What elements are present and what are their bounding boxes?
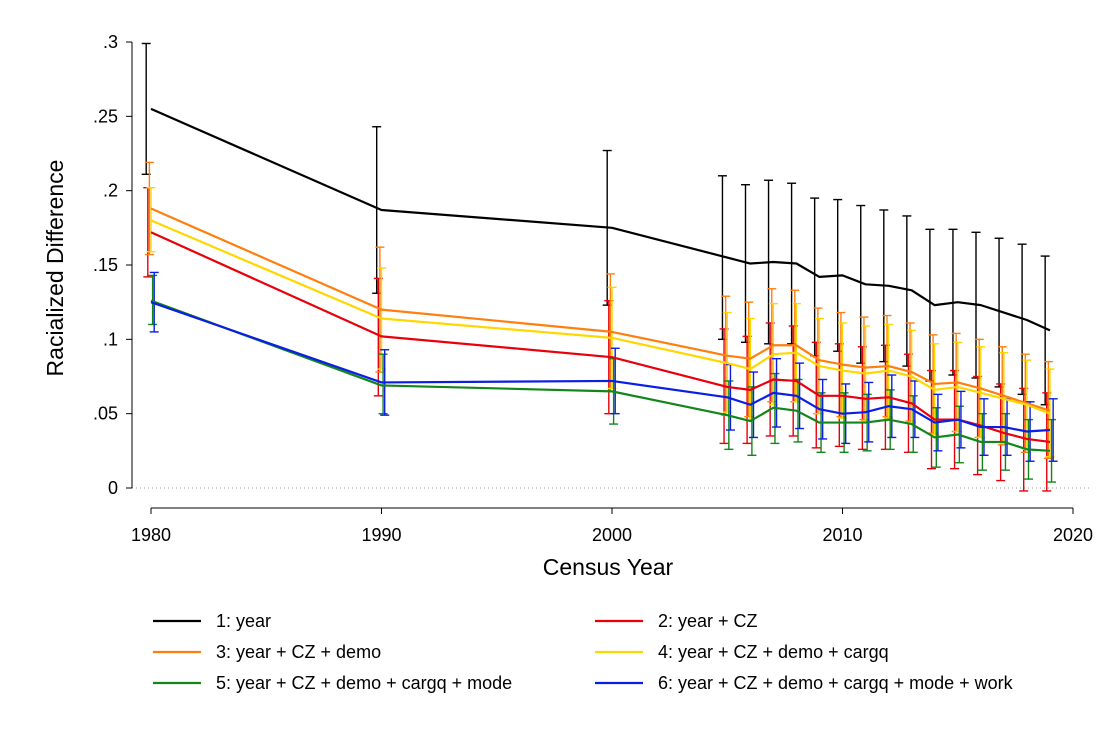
x-tick-label: 2010 (822, 525, 862, 545)
legend-label: 5: year + CZ + demo + cargq + mode (216, 673, 512, 693)
legend-item-1: 1: year (153, 611, 271, 631)
series-lines (150, 107, 1051, 452)
legend-label: 3: year + CZ + demo (216, 642, 381, 662)
error-bars (141, 42, 1058, 492)
error-bars-series-3 (144, 161, 1053, 459)
series-line-5 (150, 299, 1051, 452)
x-axis-ticks: 1980 1990 2000 2010 2020 (131, 508, 1093, 545)
legend-label: 2: year + CZ (658, 611, 758, 631)
error-bars-series-5 (148, 274, 1057, 483)
legend-label: 6: year + CZ + demo + cargq + mode + wor… (658, 673, 1014, 693)
legend-item-2: 2: year + CZ (595, 611, 758, 631)
x-tick-label: 1990 (361, 525, 401, 545)
error-bars-series-6 (149, 271, 1058, 462)
series-line-3 (150, 207, 1051, 412)
series-line-1 (150, 107, 1051, 332)
x-axis-title: Census Year (543, 554, 674, 580)
series-line-6 (150, 301, 1051, 433)
legend-item-3: 3: year + CZ + demo (153, 642, 381, 662)
y-tick-label: .3 (103, 32, 118, 52)
y-tick-label: .25 (93, 106, 118, 126)
y-axis-title: Racialized Difference (42, 160, 68, 377)
y-tick-label: .15 (93, 255, 118, 275)
x-tick-label: 1980 (131, 525, 171, 545)
legend-label: 1: year (216, 611, 271, 631)
error-bars-series-1 (141, 42, 1050, 406)
plot-area: 0 .05 .1 .15 .2 .25 .3 1980 1990 2000 2010 2020 (93, 32, 1093, 545)
x-tick-label: 2020 (1053, 525, 1093, 545)
y-axis-ticks: 0 .05 .1 .15 .2 .25 .3 (93, 32, 132, 498)
legend-item-4: 4: year + CZ + demo + cargq (595, 642, 889, 662)
legend-item-5: 5: year + CZ + demo + cargq + mode (153, 673, 512, 693)
y-tick-label: 0 (108, 478, 118, 498)
series-line-4 (150, 219, 1051, 415)
y-tick-label: .2 (103, 181, 118, 201)
y-tick-label: .1 (103, 329, 118, 349)
legend-label: 4: year + CZ + demo + cargq (658, 642, 889, 662)
error-bars-series-2 (143, 186, 1052, 492)
y-tick-label: .05 (93, 404, 118, 424)
x-tick-label: 2000 (592, 525, 632, 545)
error-bars-series-4 (146, 186, 1055, 458)
legend: 1: year 2: year + CZ 3: year + CZ + demo 4:… (153, 611, 1014, 693)
legend-item-6: 6: year + CZ + demo + cargq + mode + wor… (595, 673, 1014, 693)
